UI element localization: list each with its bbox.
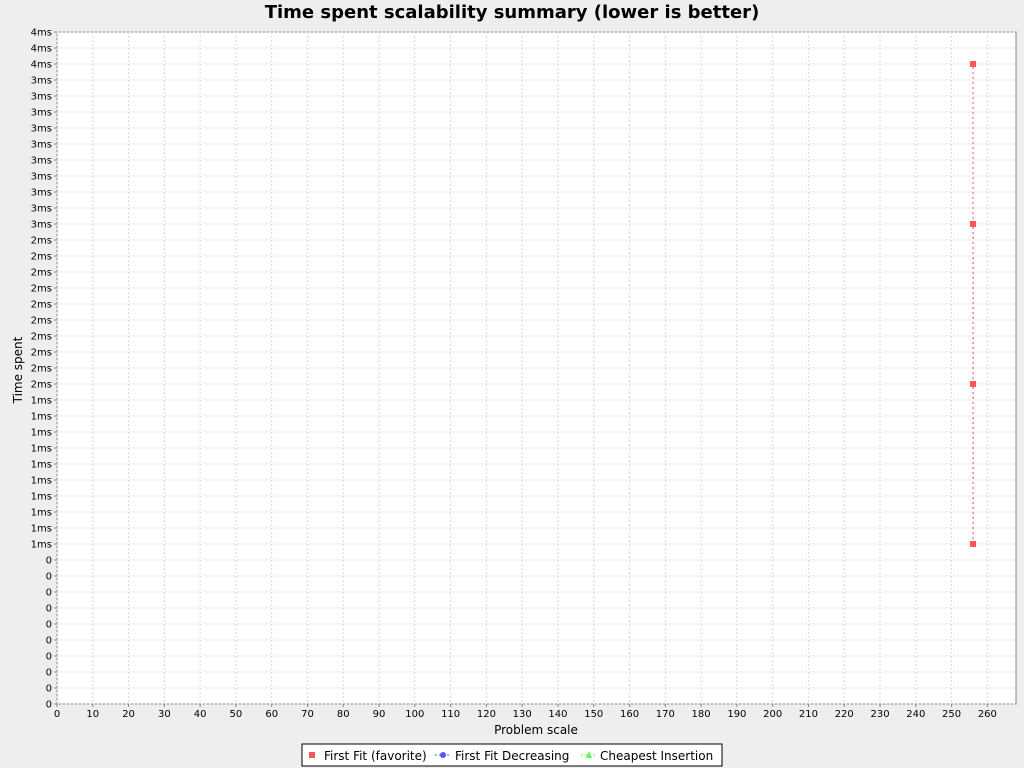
y-tick-label: 2ms xyxy=(31,268,52,279)
y-axis-ticks: 0 0 0 0 0 0 0 0 0 0 1ms 1ms 1ms 1ms 1ms 1ms 1ms 1ms 1ms 1ms… xyxy=(31,28,57,711)
legend-box xyxy=(301,743,723,767)
y-tick-label: 0 xyxy=(46,588,52,599)
legend-item-cheapest-insertion: Cheapest Insertion xyxy=(581,749,713,763)
x-tick-label: 10 xyxy=(86,709,99,720)
x-tick-label: 50 xyxy=(230,709,243,720)
y-tick-label: 2ms xyxy=(31,316,52,327)
x-tick-label: 30 xyxy=(158,709,171,720)
x-tick-label: 190 xyxy=(727,709,746,720)
y-tick-label: 2ms xyxy=(31,332,52,343)
y-tick-label: 3ms xyxy=(31,92,52,103)
x-tick-label: 20 xyxy=(122,709,135,720)
y-tick-label: 1ms xyxy=(31,444,52,455)
y-tick-label: 2ms xyxy=(31,252,52,263)
y-axis-label: Time spent xyxy=(11,336,25,404)
y-tick-label: 3ms xyxy=(31,140,52,151)
legend-item-first-fit: First Fit (favorite) xyxy=(309,749,427,763)
x-tick-label: 100 xyxy=(405,709,424,720)
series-layer xyxy=(969,61,977,547)
y-tick-label: 0 xyxy=(46,652,52,663)
y-tick-label: 3ms xyxy=(31,108,52,119)
y-tick-label: 3ms xyxy=(31,76,52,87)
y-tick-label: 1ms xyxy=(31,412,52,423)
legend-marker-triangle-icon xyxy=(586,751,592,758)
y-tick-label: 2ms xyxy=(31,300,52,311)
x-tick-label: 150 xyxy=(584,709,603,720)
x-axis-ticks: 0 10 20 30 40 50 60 70 80 90 100 110 120 130 140 150 160… xyxy=(54,704,997,720)
x-tick-label: 200 xyxy=(763,709,782,720)
x-tick-label: 130 xyxy=(513,709,532,720)
x-tick-label: 0 xyxy=(54,709,60,720)
x-tick-label: 160 xyxy=(620,709,639,720)
y-tick-label: 0 xyxy=(46,620,52,631)
x-tick-label: 140 xyxy=(548,709,567,720)
x-tick-label: 120 xyxy=(477,709,496,720)
y-tick-label: 1ms xyxy=(31,476,52,487)
plot-area xyxy=(56,31,1017,705)
x-axis-label: Problem scale xyxy=(494,723,578,737)
x-tick-label: 180 xyxy=(692,709,711,720)
y-tick-label: 1ms xyxy=(31,396,52,407)
x-tick-label: 110 xyxy=(441,709,460,720)
y-tick-label: 1ms xyxy=(31,508,52,519)
data-point-first-fit-favorite xyxy=(970,381,977,387)
x-tick-label: 90 xyxy=(373,709,386,720)
y-tick-label: 3ms xyxy=(31,204,52,215)
y-tick-label: 2ms xyxy=(31,348,52,359)
legend-label-first-fit-decreasing: First Fit Decreasing xyxy=(455,749,569,763)
chart-title: Time spent scalability summary (lower is… xyxy=(265,2,760,23)
y-tick-label: 3ms xyxy=(31,156,52,167)
x-tick-label: 230 xyxy=(870,709,889,720)
x-tick-label: 240 xyxy=(906,709,925,720)
y-tick-label: 4ms xyxy=(31,60,52,71)
y-tick-label: 4ms xyxy=(31,28,52,39)
legend-label-first-fit: First Fit (favorite) xyxy=(324,749,427,763)
y-tick-label: 0 xyxy=(46,604,52,615)
y-tick-label: 1ms xyxy=(31,460,52,471)
y-tick-label: 4ms xyxy=(31,44,52,55)
y-tick-label: 1ms xyxy=(31,428,52,439)
legend-label-cheapest-insertion: Cheapest Insertion xyxy=(600,749,713,763)
y-tick-label: 0 xyxy=(46,668,52,679)
x-tick-label: 170 xyxy=(656,709,675,720)
y-tick-label: 1ms xyxy=(31,524,52,535)
legend: First Fit (favorite) First Fit Decreasin… xyxy=(301,743,723,767)
y-tick-label: 2ms xyxy=(31,380,52,391)
y-tick-label: 0 xyxy=(46,556,52,567)
x-tick-label: 70 xyxy=(301,709,314,720)
legend-marker-circle-icon xyxy=(440,752,446,758)
y-tick-label: 0 xyxy=(46,636,52,647)
y-tick-label: 3ms xyxy=(31,188,52,199)
y-tick-label: 2ms xyxy=(31,284,52,295)
y-tick-label: 1ms xyxy=(31,492,52,503)
y-tick-label: 3ms xyxy=(31,172,52,183)
x-tick-label: 80 xyxy=(337,709,350,720)
y-tick-label: 2ms xyxy=(31,364,52,375)
y-tick-label: 1ms xyxy=(31,540,52,551)
y-tick-label: 0 xyxy=(46,700,52,711)
y-tick-label: 3ms xyxy=(31,220,52,231)
x-tick-label: 40 xyxy=(194,709,207,720)
x-tick-label: 210 xyxy=(799,709,818,720)
legend-item-first-fit-decreasing: First Fit Decreasing xyxy=(435,749,569,763)
y-tick-label: 3ms xyxy=(31,124,52,135)
x-tick-label: 250 xyxy=(942,709,961,720)
y-tick-label: 0 xyxy=(46,684,52,695)
data-point-first-fit-favorite xyxy=(970,541,977,547)
x-tick-label: 260 xyxy=(978,709,997,720)
y-tick-label: 0 xyxy=(46,572,52,583)
y-tick-label: 2ms xyxy=(31,236,52,247)
data-point-first-fit-favorite xyxy=(970,221,977,227)
data-point-first-fit-favorite xyxy=(970,61,977,67)
legend-marker-square-icon xyxy=(309,752,315,758)
grid-layer xyxy=(56,31,1016,705)
x-tick-label: 60 xyxy=(265,709,278,720)
x-tick-label: 220 xyxy=(835,709,854,720)
